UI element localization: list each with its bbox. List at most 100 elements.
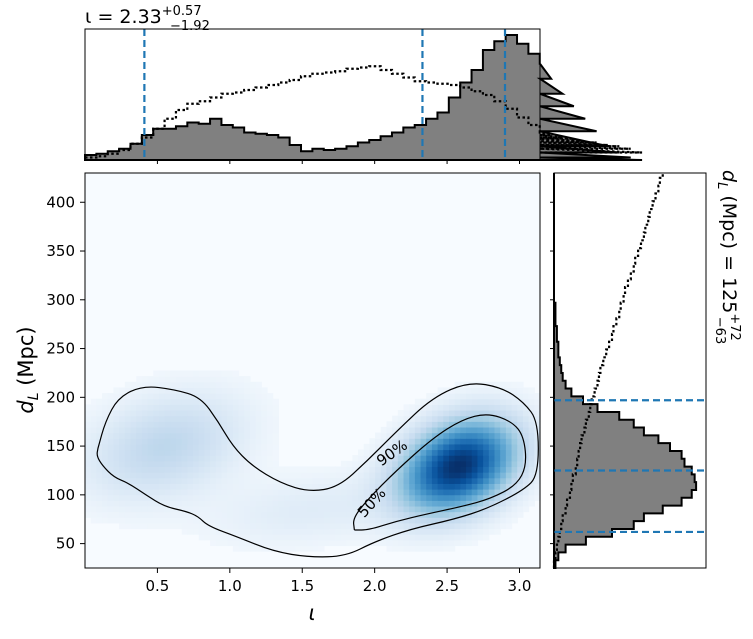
heatmap-cell — [267, 426, 274, 434]
heatmap-cell — [403, 415, 410, 422]
heatmap-cell — [437, 432, 444, 439]
heatmap-cell — [477, 534, 484, 541]
heatmap-cell — [483, 466, 490, 473]
heatmap-cell — [227, 505, 234, 513]
heatmap-cell — [255, 415, 262, 422]
heatmap-cell — [119, 505, 126, 513]
heatmap-cell — [198, 505, 206, 513]
heatmap-cell — [329, 494, 336, 501]
heatmap-cell — [204, 494, 211, 501]
heatmap-cell — [494, 449, 501, 456]
heatmap-cell — [386, 460, 393, 468]
heatmap-cell — [267, 415, 274, 422]
heatmap-cell — [181, 511, 188, 518]
heatmap-cell — [295, 505, 302, 513]
heatmap-cell — [181, 500, 188, 507]
heatmap-cell — [414, 443, 422, 451]
heatmap-cell — [215, 404, 223, 411]
heatmap-cell — [204, 483, 211, 490]
heatmap-cell — [403, 522, 410, 530]
heatmap-cell — [323, 534, 331, 541]
heatmap-cell — [306, 494, 314, 501]
heatmap-cell — [136, 472, 143, 479]
heatmap-cell — [215, 505, 223, 513]
heatmap-cell — [460, 393, 467, 400]
heatmap-cell — [158, 387, 166, 394]
heatmap-cell — [352, 489, 359, 496]
heatmap-cell — [431, 404, 439, 411]
heatmap-cell — [198, 460, 206, 468]
heatmap-cell — [329, 500, 336, 507]
heatmap-cell — [198, 500, 206, 507]
heatmap-cell — [255, 500, 262, 507]
heatmap-cell — [244, 517, 251, 524]
heatmap-cell — [204, 477, 211, 484]
heatmap-cell — [449, 483, 456, 490]
heatmap-cell — [102, 449, 109, 456]
heatmap-cell — [511, 443, 518, 451]
heatmap-cell — [454, 449, 461, 456]
heatmap-cell — [210, 477, 217, 484]
heatmap-cell — [261, 545, 268, 552]
heatmap-cell — [431, 489, 439, 496]
heatmap-cell — [124, 443, 132, 451]
heatmap-cell — [136, 404, 143, 411]
heatmap-cell — [352, 534, 359, 541]
heatmap-cell — [261, 438, 268, 445]
heatmap-cell — [278, 522, 285, 530]
heatmap-cell — [119, 410, 126, 417]
heatmap-cell — [238, 500, 245, 507]
heatmap-cell — [96, 426, 103, 434]
heatmap-cell — [187, 517, 194, 524]
heatmap-cell — [193, 517, 200, 524]
heatmap-cell — [386, 438, 393, 445]
heatmap-cell — [170, 393, 177, 400]
heatmap-cell — [346, 489, 353, 496]
heatmap-cell — [102, 398, 109, 405]
heatmap-cell — [460, 455, 467, 462]
heatmap-cell — [232, 421, 240, 428]
heatmap-cell — [136, 517, 143, 524]
heatmap-cell — [420, 432, 427, 439]
heatmap-cell — [164, 466, 171, 473]
heatmap-cell — [198, 477, 206, 484]
heatmap-cell — [403, 545, 410, 552]
heatmap-cell — [130, 477, 137, 484]
heatmap-cell — [471, 455, 479, 462]
heatmap-cell — [136, 522, 143, 530]
heatmap-cell — [176, 438, 183, 445]
heatmap-cell — [426, 455, 433, 462]
heatmap-cell — [477, 426, 484, 434]
heatmap-cell — [494, 398, 501, 405]
heatmap-cell — [278, 483, 285, 490]
heatmap-cell — [318, 472, 325, 479]
heatmap-cell — [204, 489, 211, 496]
heatmap-cell — [147, 410, 154, 417]
heatmap-cell — [403, 421, 410, 428]
heatmap-cell — [437, 517, 444, 524]
heatmap-cell — [437, 387, 444, 394]
heatmap-cell — [244, 449, 251, 456]
heatmap-cell — [454, 517, 461, 524]
heatmap-cell — [449, 534, 456, 541]
heatmap-cell — [238, 410, 245, 417]
heatmap-cell — [284, 528, 291, 535]
heatmap-cell — [323, 494, 331, 501]
heatmap-cell — [346, 528, 353, 535]
heatmap-cell — [369, 505, 376, 513]
heatmap-cell — [483, 528, 490, 535]
heatmap-cell — [528, 398, 535, 405]
heatmap-cell — [215, 477, 223, 484]
heatmap-cell — [85, 500, 92, 507]
heatmap-cell — [164, 505, 171, 513]
heatmap-cell — [176, 477, 183, 484]
heatmap-cell — [164, 460, 171, 468]
heatmap-cell — [443, 387, 450, 394]
heatmap-cell — [437, 455, 444, 462]
heatmap-cell — [534, 472, 541, 479]
heatmap-cell — [380, 477, 388, 484]
heatmap-cell — [90, 483, 97, 490]
heatmap-cell — [437, 534, 444, 541]
heatmap-cell — [267, 421, 274, 428]
